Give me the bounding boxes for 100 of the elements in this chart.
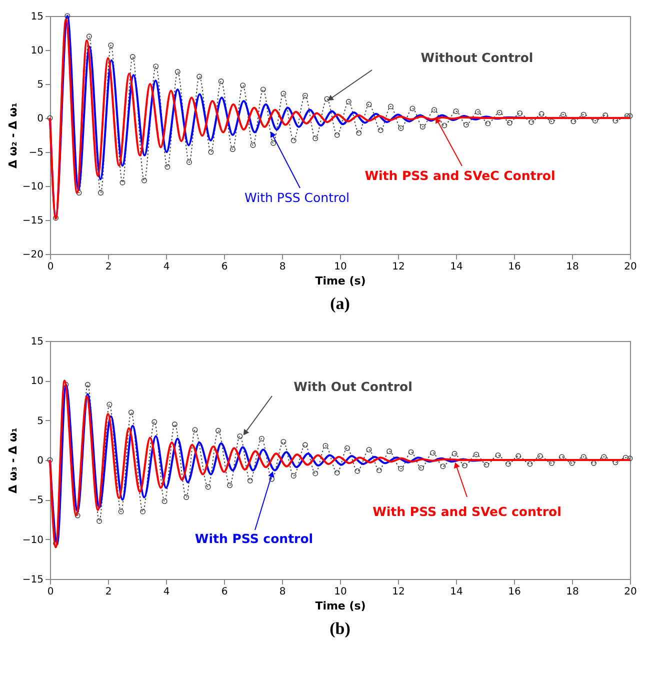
point [386, 448, 392, 454]
point [64, 13, 70, 19]
x-tick-label: 2 [105, 262, 112, 272]
point [128, 410, 134, 416]
x-tick-label: 2 [105, 586, 112, 598]
point [227, 482, 233, 488]
point [453, 108, 459, 114]
point [230, 146, 236, 152]
point [186, 159, 192, 165]
point [215, 428, 221, 434]
point [174, 69, 180, 74]
text: With PSS and SVeC control [372, 504, 562, 519]
x-tick-label: 0 [47, 586, 54, 598]
point [346, 98, 352, 104]
point [528, 119, 534, 125]
point [76, 190, 82, 196]
point [290, 138, 296, 144]
point [452, 450, 458, 456]
point [142, 178, 147, 184]
point [120, 180, 126, 186]
y-tick-label: −20 [22, 250, 44, 260]
point [218, 78, 224, 84]
y-axis-title: Δ ω₃ - Δ ω₁ [6, 427, 20, 494]
point [172, 422, 178, 428]
point [53, 215, 59, 221]
point [153, 64, 159, 70]
point [118, 508, 124, 514]
y-tick-label: 10 [30, 376, 44, 388]
y-tick-label: 5 [37, 416, 44, 427]
point [86, 34, 92, 40]
point [570, 118, 576, 124]
point [560, 112, 566, 118]
x-tick-label: 6 [221, 586, 228, 598]
point [408, 449, 414, 455]
point [290, 473, 296, 479]
text: With PSS and SVeC Control [364, 168, 556, 183]
x-tick-label: 10 [334, 262, 347, 272]
point [237, 433, 243, 439]
y-axis-title: Δ ω₂ - Δ ω₁ [6, 102, 20, 168]
point [516, 453, 522, 459]
point [108, 42, 114, 48]
point [517, 110, 523, 116]
point [152, 419, 158, 425]
point [258, 436, 264, 442]
point [47, 115, 53, 121]
point [106, 402, 112, 408]
x-tick-label: 10 [334, 586, 347, 598]
point [462, 462, 468, 468]
point [269, 476, 275, 482]
point [430, 450, 436, 456]
point [376, 468, 382, 474]
point [334, 470, 340, 476]
point [495, 452, 501, 458]
x-tick-label: 4 [163, 262, 170, 272]
point [580, 112, 586, 118]
point [130, 54, 136, 60]
point [485, 120, 491, 126]
point [47, 457, 53, 463]
point [627, 456, 633, 462]
y-tick-label: −15 [22, 216, 44, 226]
x-tick-label: 0 [47, 262, 54, 272]
point [463, 122, 469, 128]
point [280, 439, 286, 444]
y-tick-label: 10 [30, 46, 44, 56]
point [250, 142, 256, 148]
text: Without Control [420, 50, 534, 65]
point [505, 461, 511, 467]
x-tick-label: 12 [392, 262, 405, 272]
point [537, 453, 543, 459]
y-tick-label: 15 [30, 336, 44, 348]
point [442, 122, 448, 128]
point [164, 164, 170, 170]
point [474, 452, 480, 458]
point [354, 468, 360, 474]
point [312, 470, 318, 476]
x-tick-label: 18 [566, 262, 579, 272]
point [96, 518, 102, 524]
point [432, 107, 437, 113]
y-tick-label: 0 [37, 456, 44, 466]
point [302, 442, 308, 448]
y-tick-label: −5 [28, 495, 44, 506]
point [205, 484, 211, 490]
point [84, 382, 90, 388]
y-tick-label: 5 [37, 80, 44, 90]
point [366, 102, 372, 108]
x-tick-label: 20 [624, 586, 637, 598]
y-tick-label: 0 [37, 114, 44, 124]
x-tick-label: 14 [450, 262, 463, 272]
x-axis-title: Time (s) [315, 600, 366, 612]
point [496, 110, 502, 116]
x-tick-label: 8 [279, 262, 286, 272]
point [440, 464, 446, 470]
point [627, 113, 633, 119]
point [270, 140, 276, 146]
point [475, 109, 480, 115]
point [548, 118, 554, 124]
x-tick-label: 8 [279, 586, 286, 598]
point [140, 508, 146, 514]
point [398, 125, 404, 131]
point [184, 494, 190, 500]
